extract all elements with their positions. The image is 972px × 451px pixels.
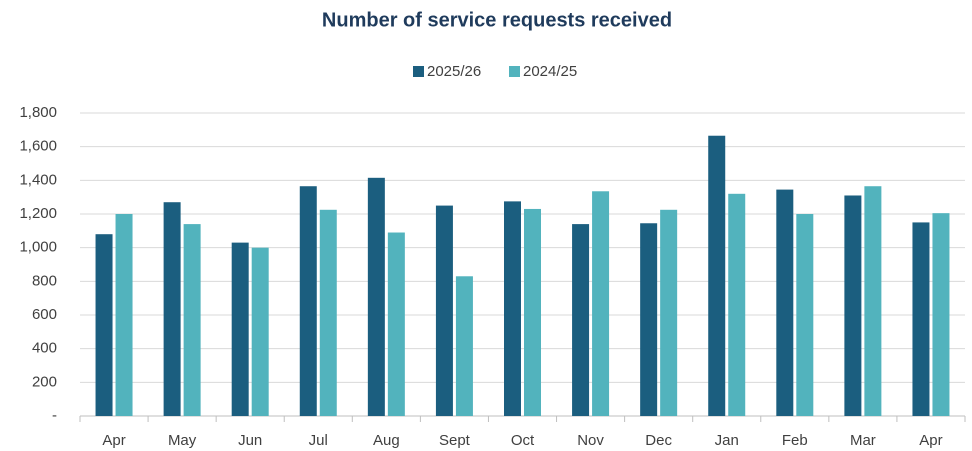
bar [932,213,950,416]
y-tick-label: 200 [32,373,57,390]
x-tick-label: Dec [645,432,672,449]
y-tick-label: 1,200 [19,205,57,222]
bar [319,209,337,416]
bar [572,224,590,416]
bar [592,191,610,416]
x-tick-label: Apr [102,432,125,449]
bar [660,209,678,416]
bar [163,202,181,416]
y-tick-label: 1,800 [19,104,57,121]
bar [367,177,385,416]
bar [776,189,794,416]
y-tick-label: - [52,407,57,424]
y-tick-label: 1,000 [19,239,57,256]
bar [251,247,269,416]
bar [728,193,746,416]
bar [387,232,405,416]
x-tick-label: Feb [782,432,808,449]
legend-label: 2025/26 [427,63,481,80]
bar [435,205,453,416]
x-tick-label: Aug [373,432,400,449]
x-tick-label: Jun [238,432,262,449]
x-tick-label: May [168,432,197,449]
bar [231,242,249,416]
x-tick-label: Mar [850,432,876,449]
y-tick-label: 400 [32,340,57,357]
chart-title: Number of service requests received [322,9,672,31]
y-tick-label: 1,400 [19,171,57,188]
bar [912,222,930,416]
bar [115,214,133,416]
x-tick-label: Jan [715,432,739,449]
y-tick-label: 800 [32,272,57,289]
bar [524,208,541,416]
legend-swatch [413,66,424,77]
bar [504,201,521,416]
bar [640,223,658,416]
legend-label: 2024/25 [523,63,577,80]
x-tick-label: Oct [511,432,535,449]
bar [844,195,862,416]
x-tick-label: Sept [439,432,471,449]
bar [299,186,317,416]
bar [455,276,473,416]
bar [864,186,882,416]
bar [708,135,726,416]
y-tick-label: 1,600 [19,138,57,155]
x-tick-label: Nov [577,432,604,449]
bar [183,224,201,416]
y-tick-label: 600 [32,306,57,323]
bar [95,234,113,416]
bar [796,214,814,416]
legend-swatch [509,66,520,77]
x-tick-label: Apr [919,432,942,449]
x-tick-label: Jul [309,432,328,449]
